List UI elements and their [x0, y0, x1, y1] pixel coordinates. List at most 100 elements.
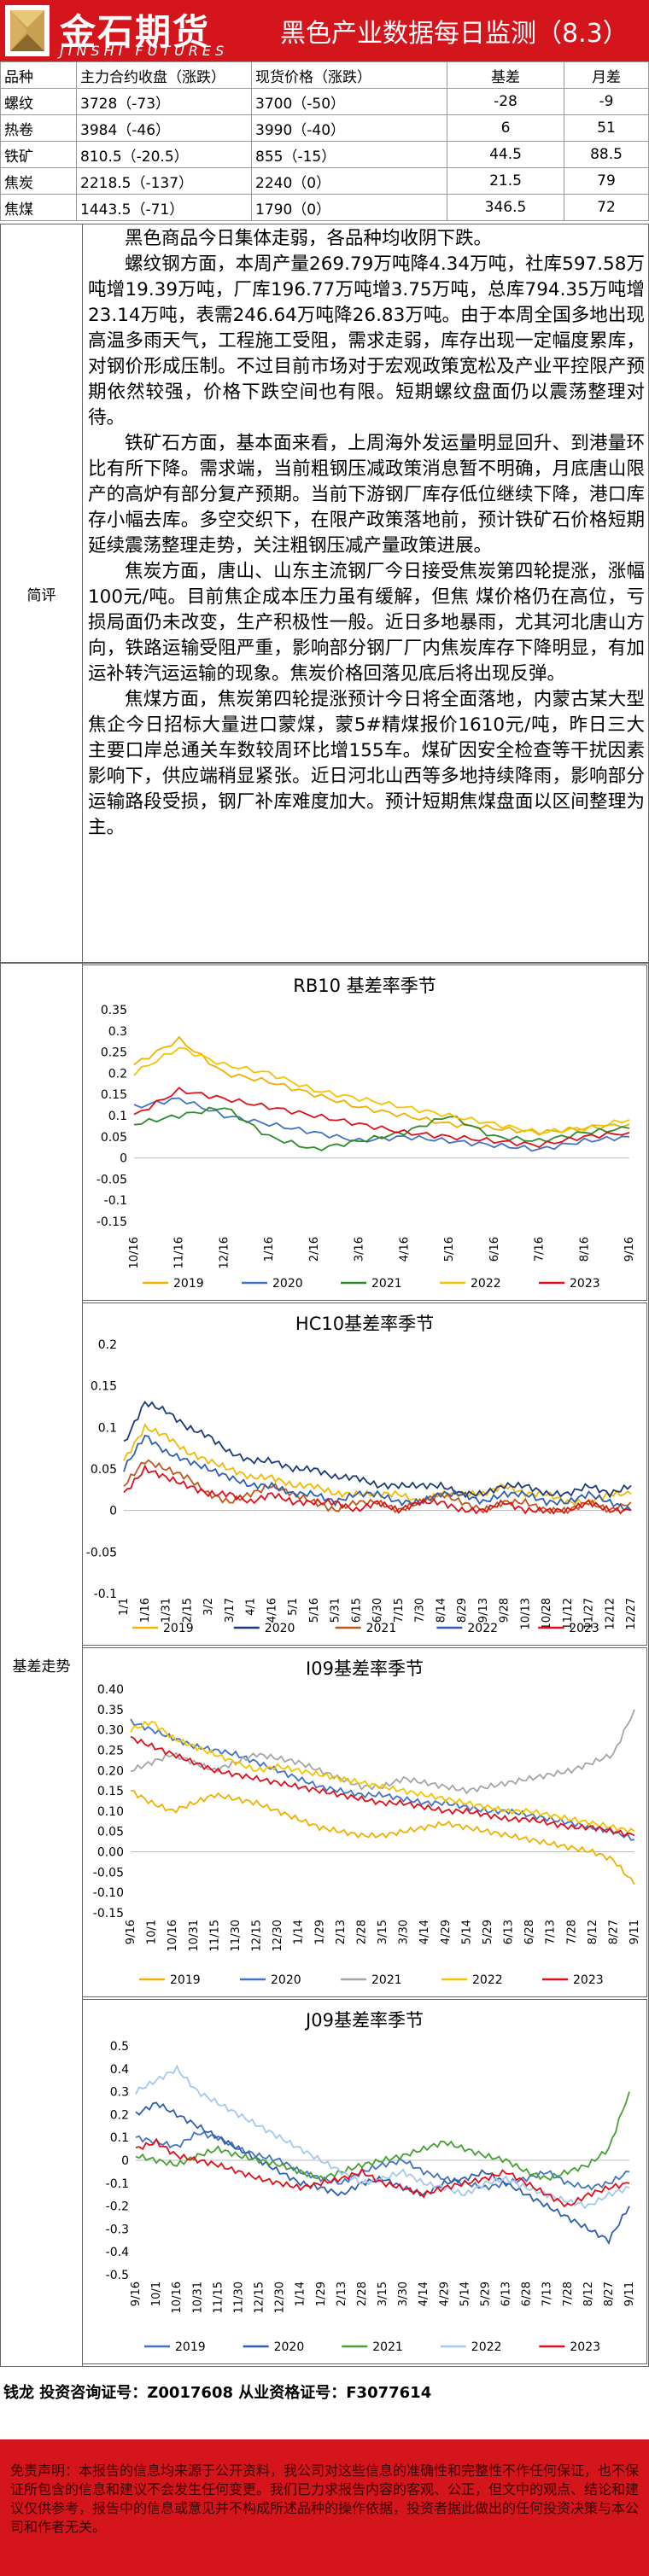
x-tick-label: 5/16: [308, 1598, 321, 1623]
chart-i09: I09基差率季节 0.40 0.35 0.30 0.25 0.20 0.15 0.10 0.0…: [82, 1647, 647, 1997]
x-tick-label: 1/16: [139, 1598, 152, 1623]
legend-label: 2022: [471, 2340, 502, 2354]
chart-j09: J09基差率季节 0.5 0.4 0.3 0.2 0.1 0 -0.1 -0.2 -0.3 -0.…: [82, 1999, 647, 2364]
cell-spread: 79: [564, 167, 649, 195]
chart-title: RB10 基差率季节: [293, 976, 436, 996]
x-tick-label: 9/13: [477, 1598, 490, 1623]
series-line-2023: [123, 1464, 632, 1515]
series-line-2021: [130, 1709, 635, 1795]
x-tick-label: 12/15: [251, 1920, 264, 1951]
cell-product: 螺纹: [0, 88, 77, 115]
series-line-2022: [135, 2064, 630, 2210]
legend-label: 2020: [265, 1622, 295, 1635]
table-row: 螺纹 3728（-73） 3700（-50） -28 -9: [0, 88, 649, 115]
cell-product: 铁矿: [0, 141, 77, 168]
x-tick-label: 8/14: [435, 1598, 447, 1623]
cell-futures: 2218.5（-137）: [76, 167, 252, 195]
cell-product: 热卷: [0, 114, 77, 142]
header-futures-close: 主力合约收盘（涨跌）: [76, 61, 252, 89]
y-tick-label: -0.1: [94, 1588, 117, 1601]
y-tick-label: -0.05: [93, 1866, 124, 1880]
x-tick-label: 4/16: [398, 1237, 411, 1262]
cell-spot: 855（-15）: [251, 141, 447, 168]
y-tick-label: 0.1: [110, 2131, 129, 2145]
y-tick-label: 0.05: [97, 1826, 124, 1839]
x-tick-label: 5/29: [482, 1920, 494, 1944]
x-tick-label: 11/15: [212, 2282, 225, 2313]
x-tick-label: 3/16: [354, 1237, 366, 1262]
y-tick-label: 0.05: [91, 1463, 117, 1477]
legend-label: 2022: [467, 1622, 498, 1635]
y-tick-label: -0.4: [106, 2246, 129, 2259]
x-tick-label: 6/16: [488, 1237, 501, 1262]
x-tick-label: 3/30: [398, 1920, 411, 1944]
header-product: 品种: [0, 61, 77, 89]
legend-label: 2019: [175, 2340, 206, 2354]
series-line-2020: [130, 1718, 635, 1841]
x-tick-label: 10/16: [128, 1237, 141, 1268]
x-tick-label: 3/30: [397, 2282, 410, 2306]
series-line-2022: [133, 1046, 630, 1135]
chart-hc10: HC10基差率季节 0.2 0.15 0.1 0.05 0 -0.05 -0.1 1/1 1/1…: [82, 1303, 647, 1646]
x-tick-label: 3/15: [377, 2282, 389, 2306]
series-line-2023: [135, 2137, 630, 2208]
series-line-2021: [135, 2091, 630, 2182]
x-tick-label: 2/15: [181, 1598, 194, 1623]
cell-futures: 3984（-46）: [76, 114, 252, 142]
legend-label: 2019: [173, 1277, 204, 1291]
cell-spread: -9: [564, 88, 649, 115]
y-tick-label: -0.1: [104, 1194, 127, 1208]
y-tick-label: 0.15: [101, 1088, 127, 1102]
x-tick-label: 2/28: [355, 1920, 368, 1944]
chart-rb10: RB10 基差率季节 0.35 0.3 0.25 0.2 0.15 0.1 0.05 0 -0.…: [82, 965, 647, 1301]
y-tick-label: 0: [121, 2154, 129, 2168]
x-tick-label: 9/11: [623, 2282, 636, 2306]
x-tick-label: 6/30: [371, 1598, 384, 1623]
x-tick-label: 10/13: [519, 1598, 532, 1629]
y-tick-label: 0.4: [110, 2063, 129, 2077]
x-tick-label: 7/15: [393, 1598, 406, 1623]
x-tick-label: 11/27: [583, 1598, 596, 1629]
series-line-2019: [133, 1035, 630, 1136]
legend-label: 2019: [163, 1622, 194, 1635]
y-tick-label: 0.35: [101, 1004, 127, 1017]
commentary-paragraph: 铁矿石方面，基本面来看，上周海外发运量明显回升、到港量环比有所下降。需求端，当前…: [88, 433, 645, 557]
x-tick-label: 4/14: [418, 2282, 430, 2306]
chart-title: J09基差率季节: [306, 2010, 424, 2031]
x-tick-label: 1/1: [118, 1598, 131, 1616]
x-tick-label: 10/1: [146, 1920, 159, 1944]
cell-spread: 51: [564, 114, 649, 142]
y-tick-label: -0.05: [86, 1546, 117, 1559]
x-tick-label: 9/16: [125, 1920, 137, 1944]
table-header-row: 品种 主力合约收盘（涨跌） 现货价格（涨跌） 基差 月差: [0, 61, 649, 89]
x-tick-label: 5/14: [460, 1920, 473, 1944]
commentary-paragraph: 焦煤方面，焦炭第四轮提涨预计今日将全面落地，内蒙古某大型焦企今日招标大量进口蒙煤…: [88, 689, 645, 838]
cell-futures: 810.5（-20.5）: [76, 141, 252, 168]
x-tick-label: 5/14: [459, 2282, 471, 2306]
y-tick-label: 0.40: [97, 1683, 124, 1697]
analyst-credentials: 钱龙 投资咨询证号：Z0017608 从业资格证号：F3077614: [3, 2384, 432, 2402]
x-tick-label: 5/31: [330, 1598, 342, 1623]
y-tick-label: -0.05: [96, 1173, 127, 1186]
commentary-paragraph: 焦炭方面，唐山、山东主流钢厂今日接受焦炭第四轮提涨，涨幅100元/吨。目前焦企成…: [88, 561, 645, 685]
x-tick-label: 4/16: [266, 1598, 278, 1623]
legend-label: 2023: [570, 2340, 600, 2354]
x-tick-label: 4/1: [245, 1598, 258, 1616]
legend-label: 2021: [366, 1622, 397, 1635]
y-tick-label: -0.5: [106, 2269, 129, 2282]
x-tick-label: 7/28: [562, 2282, 575, 2306]
x-tick-label: 1/29: [313, 1920, 326, 1944]
x-tick-label: 8/12: [587, 1920, 599, 1944]
y-tick-label: 0.3: [108, 1025, 127, 1039]
chart-hc10-svg: 0.2 0.15 0.1 0.05 0 -0.05 -0.11/1 1/16 1/31 2/15 3…: [86, 1338, 638, 1635]
basis-label: 基差走势: [1, 964, 83, 2366]
y-tick-label: 0.15: [91, 1380, 117, 1394]
y-tick-label: 0.1: [98, 1421, 117, 1435]
x-tick-label: 3/17: [224, 1598, 237, 1623]
y-tick-label: 0: [109, 1505, 117, 1518]
legend-label: 2021: [371, 1277, 402, 1291]
x-tick-label: 5/16: [443, 1237, 456, 1262]
series-line-2020: [123, 1400, 632, 1499]
legend-label: 2022: [471, 1277, 501, 1291]
legend-label: 2021: [372, 2340, 403, 2354]
